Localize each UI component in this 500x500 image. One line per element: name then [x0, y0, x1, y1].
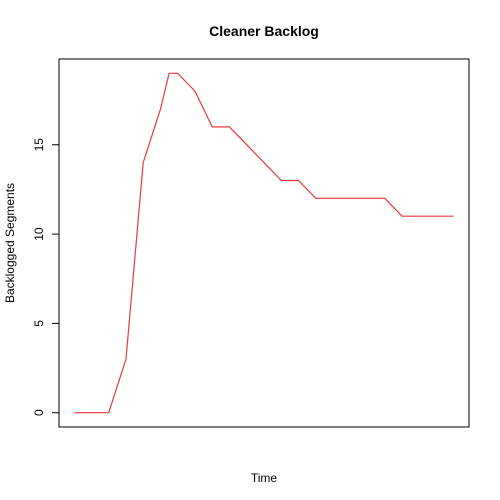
y-axis: 0 5 10 15: [32, 138, 59, 416]
y-tick-label: 15: [32, 138, 46, 152]
chart-title: Cleaner Backlog: [209, 23, 319, 39]
y-tick-label: 5: [32, 320, 46, 327]
y-axis-label: Backlogged Segments: [3, 183, 17, 303]
plot-frame: [58, 58, 470, 428]
series-line: [74, 72, 454, 414]
x-axis-label: Time: [251, 471, 278, 485]
y-tick-label: 10: [32, 227, 46, 241]
y-tick-label: 0: [32, 409, 46, 416]
series-layer: [74, 72, 454, 414]
